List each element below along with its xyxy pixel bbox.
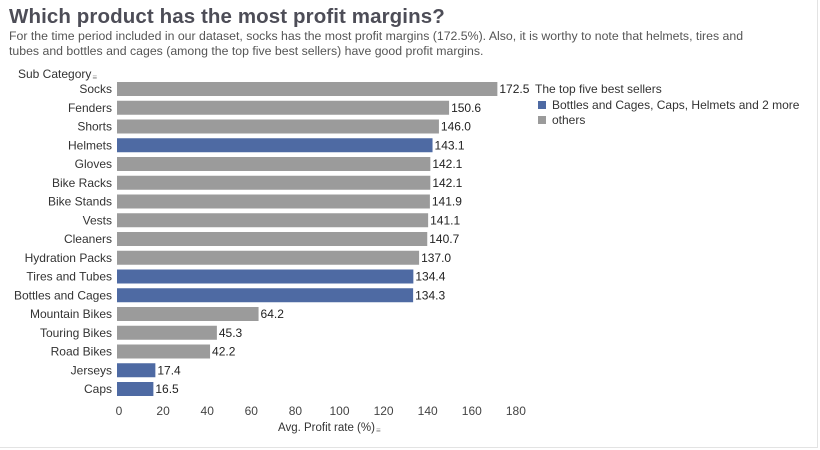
row-header[interactable]: Sub Category≡ bbox=[18, 67, 97, 82]
bar[interactable] bbox=[117, 232, 428, 246]
x-tick-label: 180 bbox=[506, 404, 526, 418]
bar[interactable] bbox=[117, 138, 433, 153]
data-label: 141.1 bbox=[430, 213, 460, 227]
category-label[interactable]: Bike Stands bbox=[48, 195, 112, 209]
bar[interactable] bbox=[117, 250, 420, 265]
category-label[interactable]: Hydration Packs bbox=[25, 251, 112, 265]
data-label: 172.5 bbox=[499, 82, 529, 96]
x-tick-label: 60 bbox=[245, 404, 259, 418]
bar[interactable] bbox=[117, 194, 430, 209]
bar[interactable] bbox=[117, 288, 414, 303]
data-label: 134.3 bbox=[415, 288, 445, 302]
bar[interactable] bbox=[117, 119, 439, 134]
category-label[interactable]: Mountain Bikes bbox=[30, 307, 112, 321]
x-tick-label: 140 bbox=[418, 404, 438, 418]
data-label: 141.9 bbox=[432, 195, 462, 209]
category-label[interactable]: Bike Racks bbox=[52, 176, 112, 190]
bar[interactable] bbox=[117, 100, 450, 115]
x-tick-label: 0 bbox=[116, 404, 123, 418]
category-label[interactable]: Cleaners bbox=[64, 232, 112, 246]
legend: The top five best sellers Bottles and Ca… bbox=[535, 82, 799, 127]
page-subtitle: For the time period included in our data… bbox=[9, 29, 744, 58]
data-label: 134.4 bbox=[415, 270, 445, 284]
data-label: 143.1 bbox=[435, 138, 465, 152]
legend-item-highlight[interactable]: Bottles and Cages, Caps, Helmets and 2 m… bbox=[535, 98, 799, 113]
data-label: 140.7 bbox=[429, 232, 459, 246]
bar[interactable] bbox=[117, 175, 431, 190]
data-label: 45.3 bbox=[219, 326, 243, 340]
category-label[interactable]: Tires and Tubes bbox=[26, 270, 112, 284]
category-label[interactable]: Road Bikes bbox=[51, 345, 112, 359]
category-label[interactable]: Bottles and Cages bbox=[14, 288, 112, 302]
legend-title: The top five best sellers bbox=[535, 82, 662, 96]
legend-swatch-others bbox=[538, 115, 546, 124]
category-label[interactable]: Gloves bbox=[75, 157, 112, 171]
data-label: 142.1 bbox=[432, 176, 462, 190]
x-tick-label: 160 bbox=[462, 404, 482, 418]
sort-icon[interactable]: ≡ bbox=[375, 426, 381, 435]
x-tick-label: 80 bbox=[289, 404, 303, 418]
category-label[interactable]: Caps bbox=[84, 382, 112, 396]
x-tick-label: 40 bbox=[201, 404, 215, 418]
bar[interactable] bbox=[117, 82, 498, 96]
data-label: 137.0 bbox=[421, 251, 451, 265]
bar[interactable] bbox=[117, 344, 211, 359]
bar[interactable] bbox=[117, 363, 156, 378]
category-label[interactable]: Jerseys bbox=[71, 363, 112, 377]
page-title: Which product has the most profit margin… bbox=[9, 5, 445, 28]
category-label[interactable]: Vests bbox=[83, 213, 112, 227]
x-axis-title[interactable]: Avg. Profit rate (%)≡ bbox=[278, 422, 381, 435]
bar[interactable] bbox=[117, 157, 431, 171]
x-tick-label: 20 bbox=[156, 404, 170, 418]
data-label: 142.1 bbox=[432, 157, 462, 171]
x-tick-label: 120 bbox=[374, 404, 394, 418]
x-axis-title-label: Avg. Profit rate (%) bbox=[278, 422, 375, 434]
category-label[interactable]: Helmets bbox=[68, 138, 112, 152]
legend-label-highlight: Bottles and Cages, Caps, Helmets and 2 m… bbox=[552, 98, 800, 113]
data-label: 146.0 bbox=[441, 120, 471, 134]
row-header-label: Sub Category bbox=[18, 67, 92, 81]
data-label: 64.2 bbox=[261, 307, 285, 321]
category-label[interactable]: Touring Bikes bbox=[40, 326, 112, 340]
bar[interactable] bbox=[117, 213, 429, 228]
legend-label-others: others bbox=[552, 112, 586, 127]
legend-swatch-highlight bbox=[538, 101, 546, 110]
sort-icon[interactable]: ≡ bbox=[92, 73, 98, 82]
bar[interactable] bbox=[117, 307, 259, 321]
data-label: 42.2 bbox=[212, 345, 236, 359]
x-tick-label: 100 bbox=[329, 404, 349, 418]
category-label[interactable]: Fenders bbox=[68, 101, 112, 115]
data-label: 17.4 bbox=[157, 363, 181, 377]
bar[interactable] bbox=[117, 382, 154, 396]
category-label[interactable]: Shorts bbox=[77, 120, 112, 134]
data-label: 16.5 bbox=[155, 382, 179, 396]
data-label: 150.6 bbox=[451, 101, 481, 115]
bar[interactable] bbox=[117, 269, 414, 284]
legend-item-others[interactable]: others bbox=[535, 113, 799, 128]
category-label[interactable]: Socks bbox=[79, 82, 112, 96]
bar[interactable] bbox=[117, 325, 217, 340]
